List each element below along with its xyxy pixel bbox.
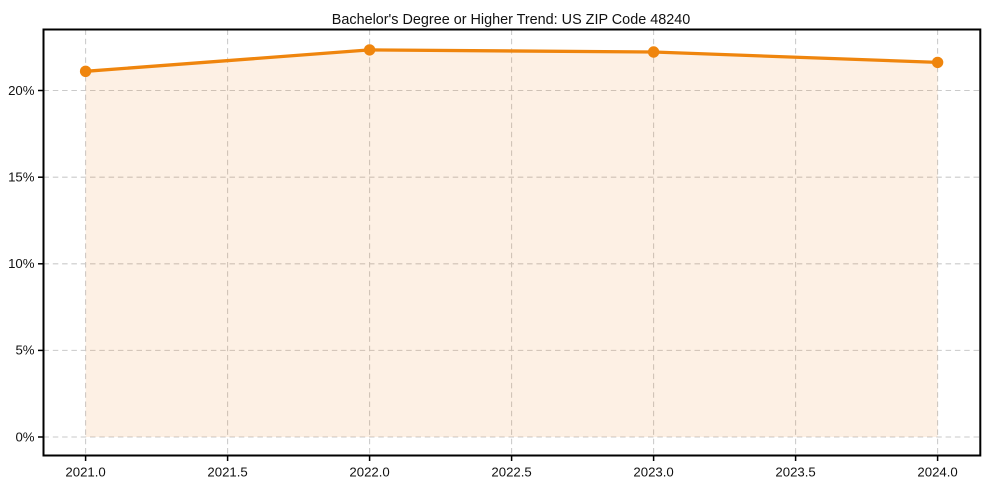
svg-text:0%: 0% — [15, 429, 34, 444]
svg-text:2021.5: 2021.5 — [207, 465, 247, 480]
svg-text:15%: 15% — [8, 170, 35, 185]
svg-text:2022.0: 2022.0 — [349, 465, 389, 480]
svg-text:10%: 10% — [8, 256, 35, 271]
svg-text:2021.0: 2021.0 — [65, 465, 105, 480]
svg-text:5%: 5% — [15, 343, 34, 358]
svg-text:2024.0: 2024.0 — [917, 465, 957, 480]
svg-text:Bachelor's Degree or Higher Tr: Bachelor's Degree or Higher Trend: US ZI… — [332, 12, 690, 28]
svg-text:2022.5: 2022.5 — [491, 465, 531, 480]
svg-text:20%: 20% — [8, 83, 35, 98]
svg-text:2023.5: 2023.5 — [775, 465, 815, 480]
svg-text:2023.0: 2023.0 — [633, 465, 673, 480]
